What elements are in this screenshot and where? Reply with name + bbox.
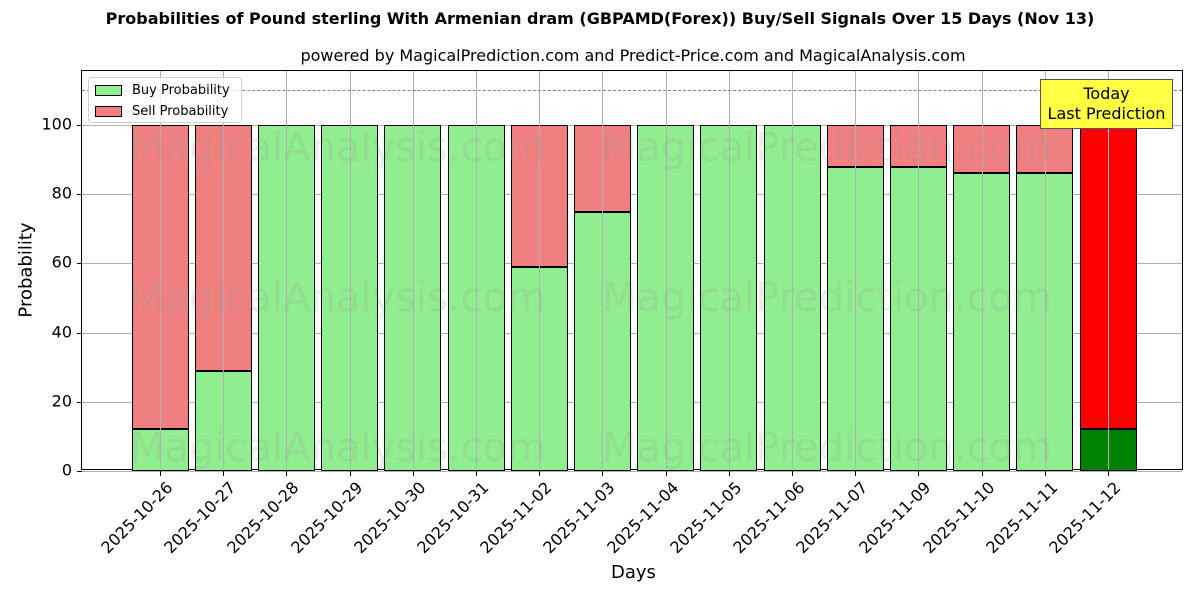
y-tick-mark — [77, 332, 82, 334]
buy-swatch-icon — [95, 84, 122, 96]
x-tick-mark — [223, 471, 225, 476]
x-tick-mark — [665, 471, 667, 476]
gridline-horizontal — [82, 125, 1182, 126]
legend-buy-label: Buy Probability — [132, 82, 230, 98]
x-tick-mark — [602, 471, 604, 476]
x-tick-mark — [918, 471, 920, 476]
y-tick-mark — [77, 471, 82, 472]
gridline-vertical — [476, 71, 477, 469]
gridline-vertical — [349, 71, 351, 469]
x-tick-mark — [476, 471, 477, 476]
legend-item-sell: Sell Probability — [95, 103, 228, 119]
gridline-horizontal — [82, 332, 1182, 334]
x-tick-mark — [1108, 471, 1109, 476]
gridline-vertical — [412, 71, 414, 469]
x-tick-mark — [286, 471, 288, 476]
x-tick-mark — [349, 471, 351, 476]
gridline-vertical — [223, 71, 225, 469]
annotation-line-2: Last Prediction — [1047, 104, 1166, 123]
x-tick-mark — [728, 471, 730, 476]
gridline-vertical — [539, 71, 541, 469]
gridline-vertical — [728, 71, 730, 469]
gridline-vertical — [981, 71, 983, 469]
plot-area — [77, 70, 1183, 476]
x-axis-label: Days — [611, 562, 656, 583]
reference-line — [82, 90, 1182, 92]
x-tick-mark — [1044, 471, 1046, 476]
gridline-horizontal — [82, 194, 1182, 196]
gridline-vertical — [602, 71, 604, 469]
gridline-vertical — [918, 71, 920, 469]
legend-sell-label: Sell Probability — [132, 103, 229, 119]
y-tick-label: 20 — [51, 391, 72, 411]
gridline-vertical — [665, 71, 667, 469]
y-axis-label: Probability — [15, 222, 37, 318]
y-tick-label: 100 — [41, 114, 72, 134]
gridline-horizontal — [82, 263, 1182, 265]
today-annotation: Today Last Prediction — [1040, 79, 1173, 129]
x-tick-mark — [981, 471, 983, 476]
y-tick-label: 80 — [51, 183, 72, 203]
y-tick-label: 60 — [51, 252, 72, 272]
y-tick-mark — [77, 401, 82, 403]
legend-item-buy: Buy Probability — [95, 82, 230, 98]
x-tick-mark — [855, 471, 857, 476]
y-tick-label: 40 — [51, 322, 72, 342]
y-tick-label: 0 — [61, 460, 72, 480]
y-tick-mark — [77, 263, 82, 265]
chart-subtitle: powered by MagicalPrediction.com and Pre… — [300, 46, 966, 65]
gridline-vertical — [1108, 71, 1109, 469]
x-tick-mark — [160, 471, 161, 476]
y-tick-mark — [77, 125, 82, 126]
gridline-horizontal — [82, 471, 1182, 472]
legend: Buy Probability Sell Probability — [88, 77, 242, 123]
gridline-vertical — [792, 71, 793, 469]
gridline-vertical — [1044, 71, 1046, 469]
y-tick-mark — [77, 194, 82, 196]
gridline-vertical — [286, 71, 288, 469]
annotation-line-1: Today — [1083, 84, 1130, 103]
x-tick-mark — [412, 471, 414, 476]
sell-swatch-icon — [95, 105, 122, 117]
chart-title: Probabilities of Pound sterling With Arm… — [105, 9, 1095, 28]
gridline-vertical — [855, 71, 857, 469]
x-tick-mark — [539, 471, 541, 476]
x-tick-mark — [792, 471, 793, 476]
gridline-vertical — [160, 71, 161, 469]
gridline-horizontal — [82, 401, 1182, 403]
